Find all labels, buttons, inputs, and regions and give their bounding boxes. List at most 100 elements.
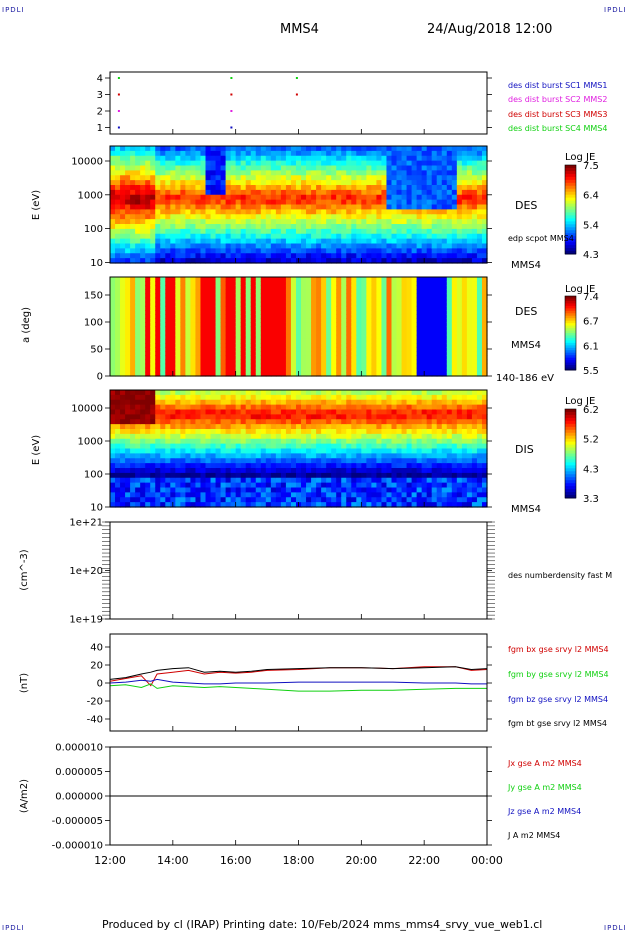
spectrogram-cell: [165, 367, 171, 373]
spectrogram-cell: [461, 314, 468, 319]
spectrogram-cell: [240, 429, 247, 435]
spectrogram-cell: [285, 289, 292, 295]
spectrogram-cell: [275, 458, 282, 464]
spectrogram-cell: [195, 409, 202, 415]
spectrogram-cell: [150, 419, 156, 425]
spectrogram-cell: [301, 472, 307, 479]
spectrogram-cell: [280, 448, 287, 454]
spectrogram-cell: [321, 347, 327, 352]
spectrogram-cell: [341, 390, 347, 396]
spectrogram-cell: [180, 399, 186, 406]
spectrogram-cell: [190, 424, 197, 430]
spectrogram-cell: [150, 175, 156, 181]
spectrogram-cell: [441, 301, 448, 307]
spectrogram-cell: [205, 371, 212, 377]
spectrogram-cell: [401, 390, 408, 396]
spectrogram-cell: [180, 150, 186, 157]
spectrogram-cell: [250, 322, 257, 328]
spectrogram-cell: [240, 297, 247, 303]
spectrogram-cell: [280, 318, 287, 323]
spectrogram-cell: [361, 448, 367, 454]
spectrogram-cell: [456, 326, 463, 332]
spectrogram-cell: [406, 363, 413, 369]
spectrogram-cell: [155, 359, 161, 365]
spectrogram-cell: [255, 497, 262, 503]
spectrogram-cell: [170, 482, 176, 489]
spectrogram-cell: [341, 334, 347, 340]
spectrogram-cell: [290, 155, 297, 162]
spectrogram-cell: [210, 390, 217, 396]
spectrogram-cell: [250, 297, 257, 303]
spectrogram-cell: [321, 359, 327, 365]
spectrogram-cell: [270, 458, 277, 464]
spectrogram-cell: [406, 170, 413, 176]
spectrogram-cell: [290, 297, 297, 303]
spectrogram-cell: [150, 199, 156, 206]
spectrogram-cell: [230, 438, 237, 445]
spectrogram-cell: [351, 170, 357, 176]
spectrogram-cell: [125, 150, 131, 157]
spectrogram-cell: [245, 453, 252, 459]
spectrogram-cell: [356, 258, 362, 264]
spectrogram-cell: [416, 289, 423, 295]
spectrogram-cell: [436, 343, 443, 348]
spectrogram-cell: [275, 238, 282, 245]
spectrogram-cell: [155, 409, 161, 415]
spectrogram-cell: [125, 330, 131, 336]
spectrogram-cell: [356, 414, 362, 420]
spectrogram-cell: [436, 347, 443, 352]
spectrogram-cell: [290, 310, 297, 315]
spectrogram-cell: [336, 146, 342, 152]
spectrogram-cell: [361, 429, 367, 435]
spectrogram-cell: [215, 155, 222, 162]
spectrogram-cell: [471, 277, 478, 282]
spectrogram-cell: [275, 453, 282, 459]
spectrogram-cell: [190, 433, 197, 440]
spectrogram-cell: [230, 199, 237, 206]
spectrogram-cell: [466, 199, 473, 206]
spectrogram-cell: [331, 322, 337, 328]
spectrogram-cell: [140, 363, 146, 369]
spectrogram-cell: [230, 487, 237, 493]
spectrogram-cell: [466, 363, 473, 369]
spectrogram-cell: [110, 310, 116, 315]
spectrogram-cell: [346, 180, 352, 186]
spectrogram-cell: [140, 233, 146, 240]
spectrogram-cell: [230, 214, 237, 220]
spectrogram-cell: [426, 355, 433, 361]
spectrogram-cell: [175, 463, 181, 469]
spectrogram-cell: [210, 338, 217, 344]
spectrogram-cell: [280, 355, 287, 361]
spectrogram-cell: [110, 438, 116, 445]
spectrogram-cell: [140, 429, 146, 435]
spectrogram-cell: [361, 477, 367, 484]
spectrogram-cell: [311, 293, 317, 299]
spectrogram-cell: [361, 305, 367, 311]
spectrogram-cell: [260, 502, 267, 508]
spectrogram-cell: [225, 347, 232, 352]
spectrogram-cell: [115, 424, 121, 430]
spectrogram-cell: [421, 367, 428, 373]
spectrogram-cell: [376, 248, 383, 254]
spectrogram-cell: [220, 326, 227, 332]
spectrogram-cell: [416, 343, 423, 348]
spectrogram-cell: [270, 424, 277, 430]
spectrogram-cell: [466, 248, 473, 254]
spectrogram-cell: [411, 347, 418, 352]
spectrogram-cell: [135, 330, 141, 336]
spectrogram-cell: [451, 243, 458, 249]
spectrogram-cell: [406, 285, 413, 290]
spectrogram-cell: [140, 371, 146, 377]
spectrogram-cell: [280, 204, 287, 210]
spectrogram-cell: [301, 463, 307, 469]
spectrogram-cell: [456, 233, 463, 240]
spectrogram-cell: [421, 248, 428, 254]
spectrogram-cell: [210, 305, 217, 311]
spectrogram-cell: [466, 334, 473, 340]
spectrogram-cell: [270, 238, 277, 245]
spectrogram-cell: [150, 438, 156, 445]
spectrogram-cell: [240, 399, 247, 406]
spectrogram-cell: [245, 185, 252, 191]
spectrogram-cell: [180, 258, 186, 264]
spectrogram-cell: [210, 310, 217, 315]
